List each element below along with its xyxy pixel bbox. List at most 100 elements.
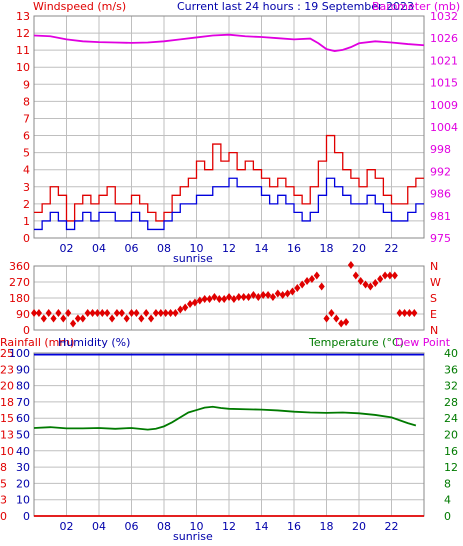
direction-point: ♦ — [63, 307, 73, 320]
panel-3-xtick-04: 04 — [92, 520, 106, 533]
dir-ytick-1: 270 — [9, 276, 30, 289]
panel-1-xtick-20: 20 — [352, 242, 366, 255]
dir-ytick-3: 90 — [16, 308, 30, 321]
direction-point: ♦ — [53, 307, 63, 320]
direction-point: ♦ — [239, 291, 249, 304]
dir-rtick-3: E — [430, 308, 437, 321]
rain-ytick-2: 20 — [0, 380, 14, 393]
rain-ytick-10: 0 — [0, 510, 7, 523]
panel-3-xtick-16: 16 — [287, 520, 301, 533]
rain-ytick-4: 15 — [0, 412, 14, 425]
humidity-ytick-9: 10 — [16, 494, 30, 507]
direction-point: ♦ — [166, 307, 176, 320]
wind-ytick-9: 9 — [23, 78, 30, 91]
direction-point: ♦ — [29, 307, 39, 320]
wind-ytick-7: 7 — [23, 112, 30, 125]
direction-point: ♦ — [107, 312, 117, 325]
direction-point: ♦ — [312, 270, 322, 283]
dir-rtick-2: S — [430, 292, 437, 305]
direction-point: ♦ — [190, 296, 200, 309]
temp-ytick-10: 0 — [444, 510, 451, 523]
rain-ytick-1: 23 — [0, 363, 14, 376]
direction-point: ♦ — [209, 291, 219, 304]
wind-ytick-12: 12 — [16, 27, 30, 40]
direction-point: ♦ — [356, 275, 366, 288]
dewpoint-title: Dew Point — [395, 336, 451, 349]
wind-ytick-8: 8 — [23, 95, 30, 108]
direction-point: ♦ — [73, 312, 83, 325]
direction-point: ♦ — [273, 287, 283, 300]
panel-3-xtick-12: 12 — [222, 520, 236, 533]
direction-point: ♦ — [49, 312, 59, 325]
direction-point: ♦ — [219, 293, 229, 306]
direction-point: ♦ — [361, 279, 371, 292]
direction-point: ♦ — [195, 295, 205, 308]
sunrise-label-bottom: sunrise — [173, 530, 213, 542]
direction-point: ♦ — [263, 289, 273, 302]
direction-point: ♦ — [331, 312, 341, 325]
dir-ytick-4: 0 — [23, 324, 30, 337]
temp-ytick-3: 28 — [444, 396, 458, 409]
humidity-ytick-1: 90 — [16, 363, 30, 376]
panel-1-xtick-06: 06 — [125, 242, 139, 255]
temp-ytick-5: 20 — [444, 429, 458, 442]
panel-1-xtick-22: 22 — [385, 242, 399, 255]
direction-point: ♦ — [248, 289, 258, 302]
baro-ytick-9: 1026 — [430, 32, 458, 45]
temp-ytick-2: 32 — [444, 380, 458, 393]
panel-1-xtick-08: 08 — [157, 242, 171, 255]
panel-3-xtick-20: 20 — [352, 520, 366, 533]
wind-ytick-5: 5 — [23, 147, 30, 160]
direction-point: ♦ — [146, 312, 156, 325]
rain-ytick-5: 13 — [0, 429, 14, 442]
direction-point: ♦ — [244, 291, 254, 304]
panel-3-xtick-10: 10 — [190, 520, 204, 533]
wind-ytick-2: 2 — [23, 198, 30, 211]
panel-3-xtick-06: 06 — [125, 520, 139, 533]
direction-point: ♦ — [185, 298, 195, 311]
direction-point: ♦ — [234, 291, 244, 304]
panel-2-frame — [33, 265, 425, 331]
direction-point: ♦ — [102, 307, 112, 320]
direction-point: ♦ — [404, 307, 414, 320]
windspeed-title: Windspeed (m/s) — [33, 0, 126, 13]
direction-point: ♦ — [136, 312, 146, 325]
humidity-ytick-2: 80 — [16, 380, 30, 393]
rain-ytick-8: 5 — [0, 477, 7, 490]
direction-point: ♦ — [390, 270, 400, 283]
humidity-ytick-4: 60 — [16, 412, 30, 425]
direction-point: ♦ — [83, 307, 93, 320]
baro-ytick-0: 975 — [430, 232, 451, 245]
direction-point: ♦ — [326, 307, 336, 320]
rain-ytick-7: 8 — [0, 461, 7, 474]
direction-point: ♦ — [97, 307, 107, 320]
direction-point: ♦ — [170, 307, 180, 320]
direction-point: ♦ — [380, 270, 390, 283]
direction-point: ♦ — [200, 293, 210, 306]
direction-point: ♦ — [302, 275, 312, 288]
temp-ytick-9: 4 — [444, 494, 451, 507]
baro-ytick-5: 1004 — [430, 121, 458, 134]
dir-rtick-1: W — [430, 276, 441, 289]
wind-ytick-10: 10 — [16, 61, 30, 74]
direction-point: ♦ — [317, 280, 327, 293]
temp-ytick-7: 12 — [444, 461, 458, 474]
direction-point: ♦ — [346, 259, 356, 272]
rain-ytick-6: 10 — [0, 445, 14, 458]
direction-point: ♦ — [375, 273, 385, 286]
direction-point: ♦ — [34, 307, 44, 320]
series-barometer-mb--line — [33, 33, 425, 52]
direction-point: ♦ — [92, 307, 102, 320]
dir-ytick-2: 180 — [9, 292, 30, 305]
panel-3-xtick-18: 18 — [320, 520, 334, 533]
direction-point: ♦ — [322, 312, 332, 325]
panel-3-xtick-22: 22 — [385, 520, 399, 533]
direction-point: ♦ — [151, 307, 161, 320]
humidity-ytick-10: 0 — [23, 510, 30, 523]
direction-point: ♦ — [278, 289, 288, 302]
direction-point: ♦ — [336, 318, 346, 331]
direction-point: ♦ — [127, 307, 137, 320]
rain-ytick-0: 25 — [0, 347, 14, 360]
